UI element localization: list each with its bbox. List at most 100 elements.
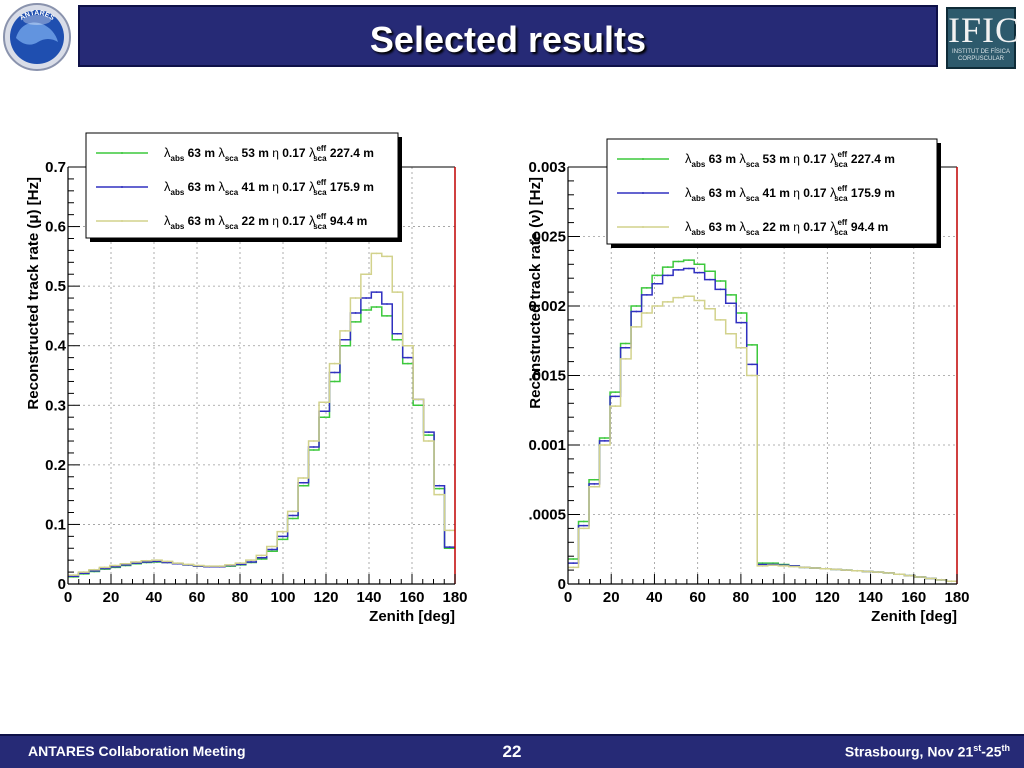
data-point	[103, 566, 106, 569]
ific-logo-text: IFIC	[948, 10, 1021, 50]
data-point	[866, 570, 869, 573]
data-point	[740, 346, 743, 349]
ific-logo: IFIC INSTITUT DE FÍSICA CORPUSCULAR	[946, 7, 1021, 69]
footer-sup-st: st	[973, 743, 982, 753]
legend-marker	[121, 186, 123, 188]
data-point	[396, 332, 399, 335]
data-point	[761, 562, 764, 565]
data-point	[396, 338, 399, 341]
x-tick-label: 140	[858, 589, 883, 606]
data-point	[666, 300, 669, 303]
series-line-2	[68, 252, 455, 576]
muon-rate-chart: 0 20 40 60 80 100 120 140 160 180 0 0.1 0.2 0.3 0.4 0.5…	[25, 132, 468, 625]
data-point	[417, 398, 420, 401]
x-tick-label: 160	[399, 589, 424, 606]
data-point	[396, 291, 399, 293]
data-point	[427, 431, 430, 433]
data-point	[312, 440, 315, 442]
data-point	[354, 312, 357, 314]
data-point	[427, 434, 430, 436]
y-tick-label: .0005	[528, 507, 566, 524]
data-point	[448, 529, 451, 532]
y-tick-label: 0.002	[528, 298, 566, 315]
data-point	[656, 305, 659, 307]
data-point	[302, 481, 305, 484]
data-point	[271, 545, 273, 548]
data-point	[572, 566, 575, 569]
data-point	[407, 356, 409, 359]
data-point	[312, 449, 315, 451]
footer-meeting-name: ANTARES Collaboration Meeting	[28, 743, 246, 759]
data-point	[845, 569, 848, 571]
legend-label: λabs 63 m λsca 53 m η 0.17 λeff sca 227.4…	[685, 150, 895, 169]
x-tick-label: 100	[270, 589, 295, 606]
x-tick-label: 160	[901, 589, 926, 606]
data-point	[156, 559, 158, 562]
data-point	[824, 567, 827, 570]
data-point	[624, 357, 627, 360]
data-point	[229, 564, 232, 566]
legend-label: λabs 63 m λsca 53 m η 0.17 λeff sca 227.4…	[164, 144, 374, 163]
data-point	[740, 312, 743, 314]
data-point	[448, 546, 451, 548]
data-point	[719, 288, 722, 291]
page-title: Selected results	[369, 19, 647, 60]
data-point	[656, 274, 659, 277]
data-point	[323, 401, 326, 404]
data-point	[593, 483, 596, 485]
data-point	[887, 571, 890, 574]
antares-logo-graphic: ANTARES	[3, 3, 71, 71]
x-tick-label: 40	[146, 589, 163, 606]
data-point	[417, 404, 420, 407]
data-point	[688, 267, 690, 270]
y-tick-label: 0.6	[45, 219, 66, 236]
data-point	[365, 309, 367, 311]
x-tick-label: 40	[646, 589, 663, 606]
data-point	[333, 380, 336, 383]
x-tick-label: 100	[772, 589, 797, 606]
data-point	[323, 416, 326, 419]
data-point	[312, 446, 315, 448]
data-point	[572, 562, 575, 565]
data-point	[635, 325, 638, 328]
data-point	[93, 568, 96, 571]
data-point	[593, 478, 596, 481]
y-axis-title: Reconstructed track rate (μ) [Hz]	[25, 177, 42, 410]
data-point	[260, 556, 263, 559]
x-axis-title: Zenith [deg]	[369, 608, 455, 625]
data-point	[645, 287, 648, 289]
y-tick-label: 0.4	[45, 338, 67, 355]
data-point	[793, 565, 795, 568]
data-point	[386, 315, 388, 317]
x-tick-label: 20	[103, 589, 120, 606]
data-point	[751, 344, 753, 346]
data-point	[730, 293, 732, 296]
data-point	[271, 550, 273, 553]
x-axis-title: Zenith [deg]	[871, 608, 957, 625]
data-point	[365, 273, 367, 276]
data-point	[603, 437, 606, 439]
data-point	[719, 319, 722, 321]
data-point	[82, 571, 85, 573]
data-point	[375, 306, 378, 308]
data-point	[666, 274, 669, 277]
data-point	[250, 561, 252, 563]
data-point	[877, 571, 880, 574]
data-point	[176, 562, 179, 565]
data-point	[677, 296, 680, 299]
data-point	[208, 565, 211, 568]
data-point	[72, 574, 75, 576]
neutrino-rate-chart: 0 20 40 60 80 100 120 140 160 180 0 .0005 0.001 .0015…	[527, 138, 970, 625]
data-point	[772, 564, 774, 567]
data-point	[135, 561, 137, 563]
data-point	[271, 548, 273, 551]
data-point	[281, 530, 284, 533]
data-point	[323, 410, 326, 413]
legend-label: λabs 63 m λsca 41 m η 0.17 λeff sca 175.9…	[685, 184, 895, 203]
data-point	[438, 484, 441, 487]
antares-logo: ANTARES	[2, 2, 72, 72]
data-point	[166, 560, 169, 563]
data-point	[239, 562, 242, 565]
data-point	[365, 297, 367, 299]
data-point	[291, 510, 294, 513]
